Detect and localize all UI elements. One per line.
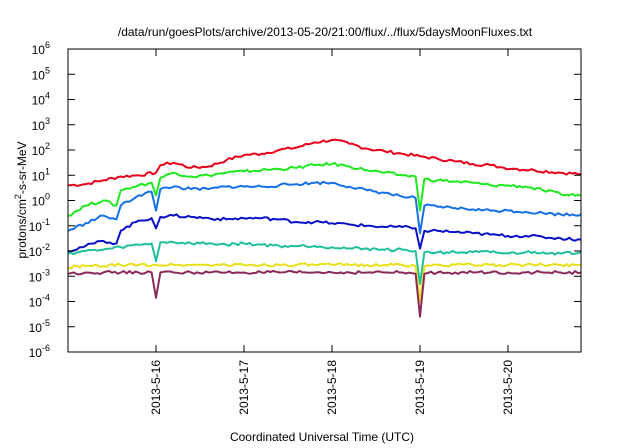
y-tick-label-base: 10	[32, 144, 46, 158]
x-tick-label: 2013-5-17	[237, 360, 251, 415]
y-tick-label: 10-6	[29, 343, 50, 360]
y-tick-label: 105	[32, 65, 50, 82]
y-tick-label-sup: -1	[42, 217, 50, 227]
y-tick-label: 10-3	[29, 267, 50, 284]
y-tick-label-base: 10	[29, 270, 43, 284]
y-tick-label: 106	[32, 40, 50, 57]
y-tick-label-base: 10	[32, 195, 46, 209]
chart-title: /data/run/goesPlots/archive/2013-05-20/2…	[118, 25, 533, 39]
y-tick-label: 101	[32, 166, 50, 183]
y-tick-label-base: 10	[29, 245, 43, 259]
y-tick-label-sup: 2	[45, 141, 50, 151]
series-layer	[67, 138, 582, 318]
series-line-1	[67, 138, 582, 187]
y-tick-label-sup: 5	[45, 65, 50, 75]
y-tick-label-base: 10	[32, 94, 46, 108]
y-tick-label-sup: 1	[45, 166, 50, 176]
x-tick-label: 2013-5-19	[413, 360, 427, 415]
y-tick-label-base: 10	[32, 169, 46, 183]
y-tick-label-sup: 6	[45, 40, 50, 50]
plot-frame	[67, 48, 582, 353]
x-axis-label: Coordinated Universal Time (UTC)	[230, 430, 414, 444]
y-tick-label: 10-2	[29, 242, 50, 259]
y-tick-label-base: 10	[32, 43, 46, 57]
y-tick-label-base: 10	[32, 68, 46, 82]
y-tick-label-sup: 4	[45, 91, 50, 101]
y-tick-label-sup: -5	[42, 318, 50, 328]
y-tick-label-sup: 0	[45, 192, 50, 202]
y-tick-label: 10-4	[29, 293, 50, 310]
y-tick-label: 104	[32, 91, 50, 108]
y-axis-label: protons/cm2-s-sr-MeV	[13, 141, 29, 258]
y-tick-label: 100	[32, 192, 50, 209]
y-tick-label-base: 10	[29, 321, 43, 335]
x-tick-label: 2013-5-20	[501, 360, 515, 415]
y-tick-label-sup: -4	[42, 293, 50, 303]
series-line-7	[67, 270, 582, 318]
y-tick-label: 103	[32, 116, 50, 133]
y-tick-label-base: 10	[29, 346, 43, 360]
y-tick-label-sup: -6	[42, 343, 50, 353]
y-tick-label-sup: 3	[45, 116, 50, 126]
series-line-2	[67, 162, 582, 217]
y-axis-label-sup: 2	[13, 194, 23, 199]
ticks-layer: 10610510410310210110010-110-210-310-410-…	[29, 40, 581, 415]
series-line-5	[67, 240, 582, 285]
series-line-4	[67, 213, 582, 253]
y-tick-label-sup: -3	[42, 267, 50, 277]
y-tick-label: 10-1	[29, 217, 50, 234]
y-tick-label-base: 10	[32, 119, 46, 133]
y-tick-label-base: 10	[29, 220, 43, 234]
y-tick-label-base: 10	[29, 296, 43, 310]
y-tick-label: 10-5	[29, 318, 50, 335]
y-axis-label-base: protons/cm	[15, 199, 29, 258]
y-axis-label-rest: -s-sr-MeV	[15, 141, 29, 194]
y-tick-label: 102	[32, 141, 50, 158]
x-tick-label: 2013-5-16	[149, 360, 163, 415]
series-line-3	[67, 180, 582, 235]
series-line-6	[67, 262, 582, 303]
x-tick-label: 2013-5-18	[325, 360, 339, 415]
y-tick-label-sup: -2	[42, 242, 50, 252]
